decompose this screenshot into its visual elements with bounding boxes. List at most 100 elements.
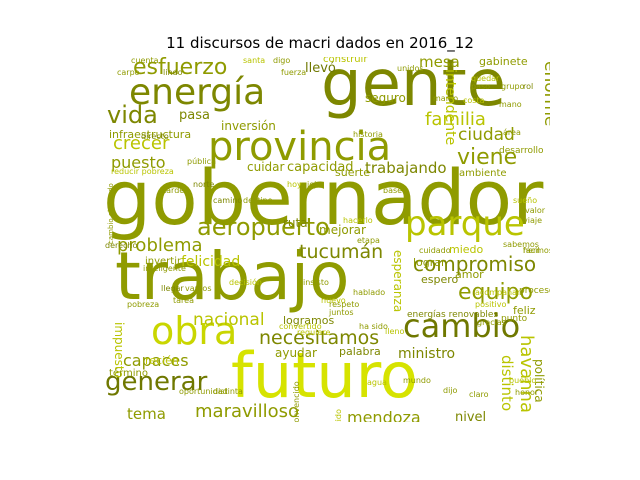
cloud-word: logramos xyxy=(283,314,335,327)
cloud-word: derecho xyxy=(105,241,138,250)
cloud-word: lindo xyxy=(163,68,183,77)
cloud-word: mundo xyxy=(403,376,431,385)
cloud-word: amor xyxy=(455,268,484,281)
cloud-word: punto xyxy=(501,314,528,324)
cloud-word: mesa xyxy=(419,57,460,71)
cloud-word: tema xyxy=(127,405,166,422)
cloud-word: intendente xyxy=(442,69,458,146)
cloud-word: camino xyxy=(213,196,243,205)
cloud-word: pueblo xyxy=(509,376,537,385)
cloud-word: cuenta xyxy=(131,57,159,65)
cloud-word: lleno xyxy=(385,327,405,336)
cloud-word: gobernador xyxy=(103,153,544,242)
cloud-word: requiere xyxy=(297,328,331,337)
cloud-word: familia xyxy=(425,109,486,130)
cloud-word: futuro xyxy=(231,339,418,412)
cloud-word: insisto xyxy=(303,278,329,287)
cloud-word: término xyxy=(109,368,148,379)
cloud-word: historia xyxy=(353,130,383,139)
cloud-word: gracias xyxy=(477,318,506,327)
cloud-word: valor xyxy=(525,206,546,215)
cloud-word: invertir xyxy=(145,256,182,267)
cloud-word: decisión xyxy=(229,278,262,287)
cloud-word: rol xyxy=(523,82,534,91)
cloud-word: equipo xyxy=(458,280,533,305)
cloud-word: honor xyxy=(515,388,539,397)
cloud-word: tucumán xyxy=(299,241,384,263)
cloud-word: suerte xyxy=(335,166,371,179)
cloud-word: mano xyxy=(499,100,522,109)
cloud-word: claro xyxy=(469,390,489,399)
chart-title: 11 discursos de macri dados en 2016_12 xyxy=(166,34,474,52)
word-cloud: gobernador trabajo gente futuro provincia ene… xyxy=(103,57,550,422)
cloud-word: energías renovables xyxy=(407,310,499,320)
cloud-word: convencido xyxy=(292,381,301,422)
cloud-word: recién xyxy=(145,354,179,367)
cloud-word: hoy xyxy=(287,180,302,189)
cloud-word: puesto xyxy=(111,153,166,172)
cloud-word: dijo xyxy=(443,386,458,395)
cloud-word: palabra xyxy=(339,345,381,358)
cloud-word: maravilloso xyxy=(195,401,300,422)
cloud-word: acompañar xyxy=(475,288,521,297)
cloud-word: fácil xyxy=(523,246,540,255)
cloud-word: ministro xyxy=(398,346,456,362)
cloud-word: pública xyxy=(187,157,216,166)
cloud-word: proceso xyxy=(519,286,550,296)
cloud-word: capacidad xyxy=(287,160,354,175)
cloud-word: norte xyxy=(193,180,215,189)
cloud-word: ciudad xyxy=(458,125,515,145)
cloud-word: agua xyxy=(367,378,387,387)
cloud-word: viene xyxy=(457,145,518,170)
cloud-word: ayudar xyxy=(275,346,317,360)
cloud-word: jeje xyxy=(307,180,322,189)
cloud-word: construir xyxy=(323,57,368,65)
cloud-word: esperanza xyxy=(391,250,405,313)
cloud-word: vamos xyxy=(185,284,212,293)
cloud-word: cuidado xyxy=(419,246,451,255)
cloud-word: inversión xyxy=(221,119,276,133)
cloud-word: energía xyxy=(129,72,266,113)
cloud-word: necesitamos xyxy=(259,327,380,349)
cloud-word: carpo xyxy=(117,68,140,77)
cloud-word: juntos xyxy=(329,308,354,317)
cloud-word: parque xyxy=(405,204,525,244)
cloud-word: viaje xyxy=(523,216,543,225)
cloud-word: sabemos xyxy=(503,240,539,249)
cloud-word: tarde xyxy=(163,186,185,195)
cloud-word: respeto xyxy=(329,300,360,309)
cloud-word: crecer xyxy=(113,133,170,154)
cloud-word: unidos xyxy=(397,64,424,73)
cloud-word: pasa xyxy=(179,108,210,123)
cloud-word: inteligente xyxy=(143,264,186,273)
cloud-word: infraestructura xyxy=(109,128,192,141)
cloud-word: enorme xyxy=(540,61,550,127)
cloud-word: digo xyxy=(273,57,291,65)
cloud-word: desarrollo xyxy=(499,146,544,156)
cloud-word: trabajando xyxy=(365,159,447,177)
cloud-word: nivel xyxy=(455,410,487,422)
cloud-word: ambiente xyxy=(459,168,507,179)
cloud-word: tarea xyxy=(173,296,194,305)
cloud-word: compromiso xyxy=(413,252,537,276)
cloud-word: cambio el mundo xyxy=(107,183,115,244)
cloud-word: mejorar xyxy=(319,223,366,237)
cloud-word: provincia xyxy=(208,124,392,170)
cloud-word: ha sido xyxy=(359,322,388,331)
cloud-word: nacional xyxy=(193,310,265,330)
cloud-word: santa xyxy=(243,57,266,65)
cloud-word: hacerlo xyxy=(343,216,373,225)
cloud-word: seguro xyxy=(365,91,406,105)
cloud-word: pobreza xyxy=(127,300,160,309)
cloud-word: miedo xyxy=(449,243,484,256)
cloud-word: oportunidad xyxy=(179,387,228,396)
cloud-word: directo xyxy=(141,132,169,141)
cloud-word: hermosa xyxy=(523,246,550,255)
cloud-word: positivo xyxy=(475,300,507,309)
cloud-word: hablado xyxy=(353,288,386,297)
cloud-word: esfuerzo xyxy=(133,57,228,80)
cloud-word: felicidad xyxy=(181,254,241,270)
cloud-word: costa xyxy=(463,96,485,105)
cloud-word: etapa xyxy=(357,236,380,245)
cloud-word: paso xyxy=(471,82,491,91)
